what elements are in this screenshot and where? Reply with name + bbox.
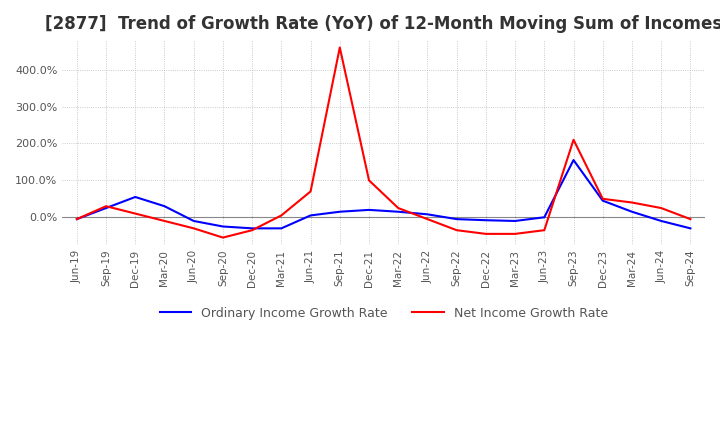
Net Income Growth Rate [102,204,110,209]
Ordinary Income Growth Rate [628,209,636,214]
Net Income Growth Rate [452,227,461,233]
Ordinary Income Growth Rate [570,158,578,163]
Net Income Growth Rate [570,137,578,143]
Ordinary Income Growth Rate [248,226,256,231]
Ordinary Income Growth Rate [73,216,81,222]
Net Income Growth Rate [628,200,636,205]
Net Income Growth Rate [73,216,81,222]
Ordinary Income Growth Rate [423,212,432,217]
Net Income Growth Rate [657,205,665,211]
Net Income Growth Rate [248,227,256,233]
Net Income Growth Rate [336,45,344,50]
Ordinary Income Growth Rate [686,226,695,231]
Ordinary Income Growth Rate [394,209,402,214]
Line: Net Income Growth Rate: Net Income Growth Rate [77,48,690,238]
Ordinary Income Growth Rate [540,215,549,220]
Ordinary Income Growth Rate [306,213,315,218]
Net Income Growth Rate [394,205,402,211]
Ordinary Income Growth Rate [219,224,228,229]
Ordinary Income Growth Rate [131,194,140,200]
Net Income Growth Rate [598,196,607,202]
Net Income Growth Rate [423,216,432,222]
Net Income Growth Rate [540,227,549,233]
Title: [2877]  Trend of Growth Rate (YoY) of 12-Month Moving Sum of Incomes: [2877] Trend of Growth Rate (YoY) of 12-… [45,15,720,33]
Net Income Growth Rate [277,213,286,218]
Net Income Growth Rate [482,231,490,237]
Legend: Ordinary Income Growth Rate, Net Income Growth Rate: Ordinary Income Growth Rate, Net Income … [155,302,613,325]
Net Income Growth Rate [219,235,228,240]
Ordinary Income Growth Rate [657,218,665,224]
Ordinary Income Growth Rate [336,209,344,214]
Line: Ordinary Income Growth Rate: Ordinary Income Growth Rate [77,160,690,228]
Ordinary Income Growth Rate [452,216,461,222]
Net Income Growth Rate [131,211,140,216]
Ordinary Income Growth Rate [189,218,198,224]
Ordinary Income Growth Rate [102,205,110,211]
Ordinary Income Growth Rate [482,218,490,223]
Ordinary Income Growth Rate [277,226,286,231]
Ordinary Income Growth Rate [365,207,374,213]
Net Income Growth Rate [306,189,315,194]
Net Income Growth Rate [189,226,198,231]
Net Income Growth Rate [160,218,168,224]
Ordinary Income Growth Rate [598,198,607,203]
Ordinary Income Growth Rate [160,204,168,209]
Net Income Growth Rate [365,178,374,183]
Ordinary Income Growth Rate [510,218,519,224]
Net Income Growth Rate [510,231,519,237]
Net Income Growth Rate [686,216,695,222]
